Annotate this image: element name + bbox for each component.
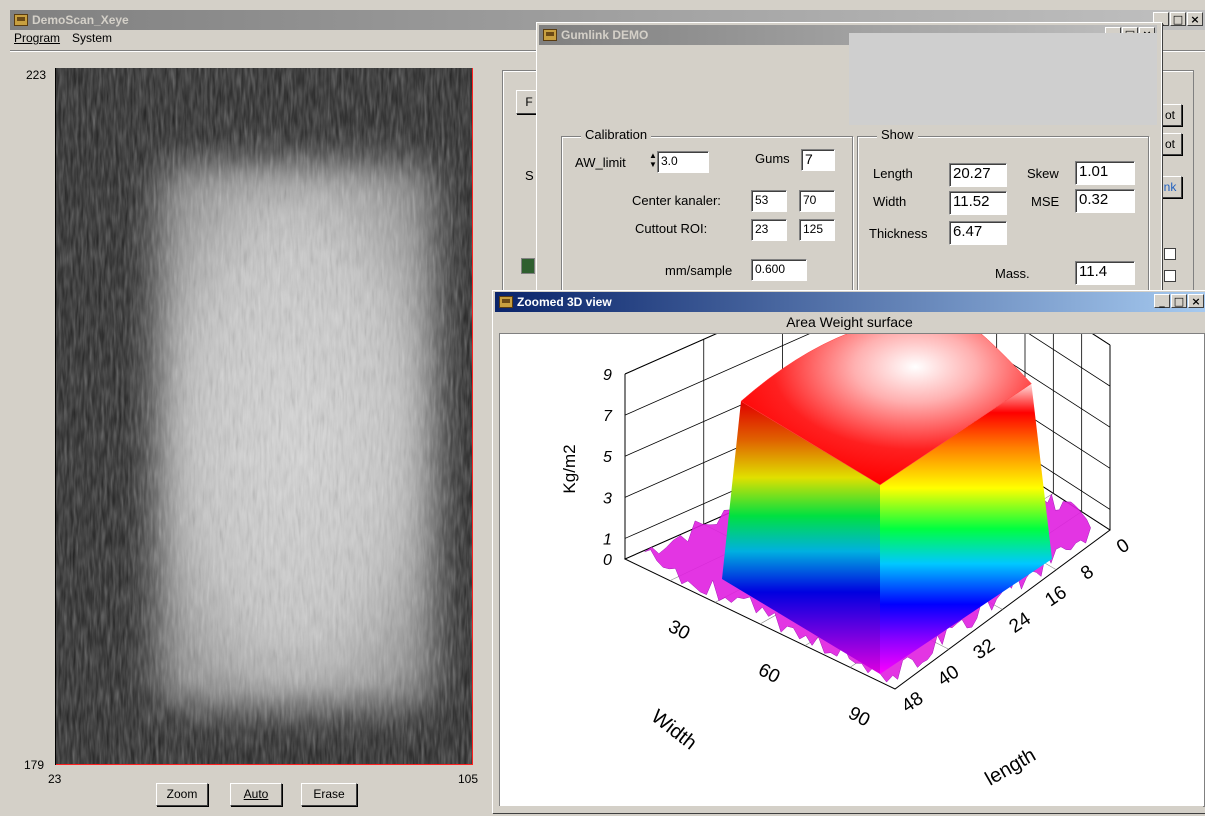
length-tick-label: 48 xyxy=(898,688,927,717)
z-tick-label: 0 xyxy=(603,552,612,569)
maximize-icon[interactable]: □ xyxy=(1170,12,1186,26)
auto-button[interactable]: Auto xyxy=(230,783,282,806)
zoom3d-title-bar[interactable]: Zoomed 3D view _ □ × xyxy=(495,292,1205,312)
side-label-s: S xyxy=(525,168,534,183)
mm-sample-label: mm/sample xyxy=(665,263,733,278)
x-left-label: 23 xyxy=(48,772,62,786)
aw-limit-label: AW_limit xyxy=(575,155,626,170)
scan-image-svg xyxy=(56,68,472,764)
plot-title: Area Weight surface xyxy=(786,314,913,330)
main-window-controls: _ □ × xyxy=(1153,12,1203,26)
cutout-roi-field-1[interactable]: 23 xyxy=(751,219,787,241)
gumlink-window: Gumlink DEMO _ □ × Calibration AW_limit … xyxy=(536,22,1162,308)
aw-limit-field[interactable]: 3.0 xyxy=(657,151,709,173)
zoom3d-app-icon xyxy=(499,296,513,308)
gums-label: Gums xyxy=(755,151,790,166)
show-title: Show xyxy=(877,127,918,142)
skew-label: Skew xyxy=(1027,166,1059,181)
zoom-button[interactable]: Zoom xyxy=(156,783,208,806)
menu-program[interactable]: Program xyxy=(14,31,61,45)
side-button-nk[interactable]: nk xyxy=(1158,176,1182,198)
main-title-bar[interactable]: DemoScan_Xeye _ □ × xyxy=(10,10,1205,30)
width-tick-label: 30 xyxy=(665,616,694,644)
aw-limit-spinner-icon[interactable]: ▲ ▼ xyxy=(649,151,657,169)
side-button-ot-1[interactable]: ot xyxy=(1158,104,1182,126)
y-bottom-label: 179 xyxy=(24,758,45,772)
zoom3d-maximize-icon[interactable]: □ xyxy=(1171,294,1187,308)
width-tick-label: 90 xyxy=(845,703,874,731)
length-tick-label: 0 xyxy=(1113,535,1134,558)
gray-display-area xyxy=(849,33,1157,125)
z-tick-label: 9 xyxy=(603,367,612,384)
side-checkbox-2[interactable] xyxy=(1164,270,1176,282)
gums-field[interactable]: 7 xyxy=(801,149,835,171)
length-tick-label: 40 xyxy=(934,661,963,690)
skew-field[interactable]: 1.01 xyxy=(1075,161,1135,185)
z-tick-label: 7 xyxy=(603,408,613,425)
gumlink-title: Gumlink DEMO xyxy=(561,28,649,42)
zoom3d-window: Zoomed 3D view _ □ × Area Weight surface xyxy=(492,234,1205,813)
plot-area[interactable]: 0 1 3 5 7 9 Kg/m2 30 60 90 Width 0 8 16 24 32 40 48 length xyxy=(499,234,1205,807)
center-kanaler-label: Center kanaler: xyxy=(632,193,721,208)
z-tick-label: 3 xyxy=(603,490,612,507)
axis-line-left xyxy=(55,68,56,765)
calibration-title: Calibration xyxy=(581,127,652,142)
z-axis-title: Kg/m2 xyxy=(560,444,579,493)
menu-bar: Program System xyxy=(14,31,112,45)
mass-label: Mass. xyxy=(995,266,1030,281)
zoom3d-title: Zoomed 3D view xyxy=(517,295,612,309)
length-tick-label: 8 xyxy=(1077,561,1098,584)
length-axis-title: length xyxy=(982,744,1040,790)
status-led xyxy=(521,258,535,274)
y-top-label: 223 xyxy=(26,68,47,82)
center-kanaler-field-1[interactable]: 53 xyxy=(751,190,787,212)
app-icon xyxy=(14,14,28,26)
z-tick-label: 5 xyxy=(603,449,612,466)
menu-system[interactable]: System xyxy=(72,31,113,45)
width-label: Width xyxy=(873,194,907,209)
status-strip xyxy=(499,806,1203,810)
mse-field[interactable]: 0.32 xyxy=(1075,189,1135,213)
scan-image[interactable] xyxy=(56,68,473,765)
zoom3d-minimize-icon[interactable]: _ xyxy=(1154,294,1170,308)
zoom3d-close-icon[interactable]: × xyxy=(1188,294,1204,308)
thickness-label: Thickness xyxy=(869,226,928,241)
cutout-roi-field-2[interactable]: 125 xyxy=(799,219,835,241)
thickness-field[interactable]: 6.47 xyxy=(949,221,1007,245)
length-field[interactable]: 20.27 xyxy=(949,163,1007,187)
cutout-roi-label: Cuttout ROI: xyxy=(635,221,708,236)
length-label: Length xyxy=(873,166,913,181)
mm-sample-field[interactable]: 0.600 xyxy=(751,259,807,281)
mse-label: MSE xyxy=(1031,194,1060,209)
width-tick-label: 60 xyxy=(755,660,784,688)
length-tick-label: 32 xyxy=(970,635,999,664)
close-icon[interactable]: × xyxy=(1187,12,1203,26)
length-tick-label: 16 xyxy=(1041,582,1070,611)
width-field[interactable]: 11.52 xyxy=(949,191,1007,215)
length-tick-label: 24 xyxy=(1006,608,1036,637)
zoom3d-window-controls: _ □ × xyxy=(1154,294,1204,308)
surface-face-left xyxy=(722,401,880,674)
x-right-label: 105 xyxy=(458,772,479,786)
z-tick-label: 1 xyxy=(603,531,612,548)
gumlink-app-icon xyxy=(543,29,557,41)
main-window-title: DemoScan_Xeye xyxy=(32,13,129,27)
side-checkbox-1[interactable] xyxy=(1164,248,1176,260)
mass-field[interactable]: 11.4 xyxy=(1075,261,1135,285)
erase-button[interactable]: Erase xyxy=(301,783,357,806)
surface-mesh xyxy=(644,316,1091,683)
width-axis-title: Width xyxy=(647,706,701,755)
center-kanaler-field-2[interactable]: 70 xyxy=(799,190,835,212)
